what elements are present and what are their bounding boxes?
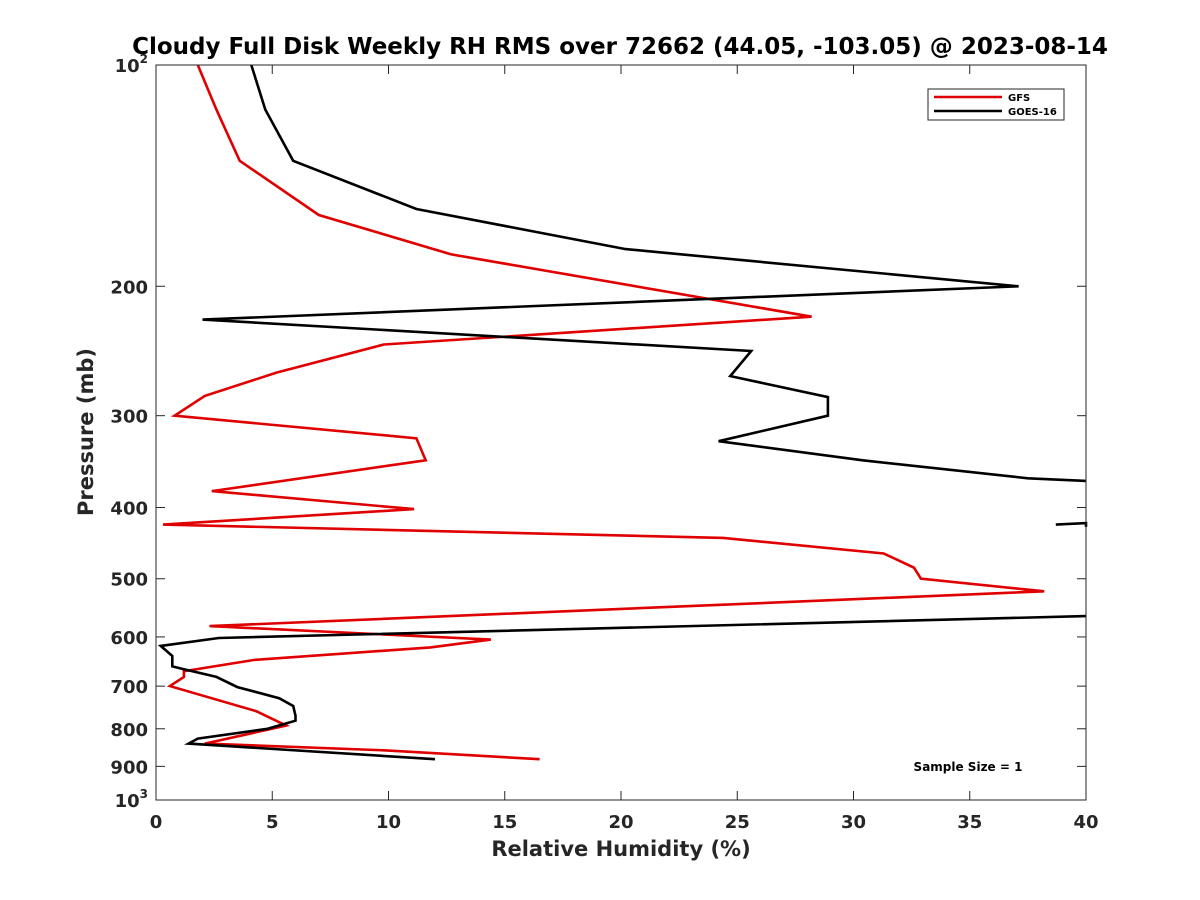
y-tick-label: 102 <box>115 52 148 77</box>
x-tick-label: 40 <box>1073 812 1098 833</box>
x-tick-label: 15 <box>492 812 517 833</box>
x-tick-label: 20 <box>608 812 633 833</box>
y-tick-label: 400 <box>110 499 148 520</box>
legend-box <box>927 88 1065 121</box>
plot-frame <box>155 64 1087 801</box>
y-tick-label: 600 <box>110 628 148 649</box>
x-axis: 0 5 10 15 20 25 30 35 40 <box>150 65 1099 833</box>
y-tick-label: 103 <box>115 787 148 812</box>
plot-lines <box>157 64 1088 761</box>
legend-label-goes16: GOES-16 <box>1008 107 1057 118</box>
chart-title: Cloudy Full Disk Weekly RH RMS over 7266… <box>132 34 1108 60</box>
legend: GFS GOES-16 <box>927 88 1065 121</box>
y-tick-label: 800 <box>110 720 148 741</box>
y-tick-label: 700 <box>110 677 148 698</box>
y-axis: 102 200 300 400 500 600 700 800 900 103 <box>110 52 1086 812</box>
x-tick-label: 5 <box>266 812 279 833</box>
y-axis-label: Pressure (mb) <box>74 348 98 516</box>
x-tick-label: 10 <box>376 812 401 833</box>
x-axis-label: Relative Humidity (%) <box>491 837 750 861</box>
y-tick-label: 900 <box>110 757 148 778</box>
y-tick-label: 500 <box>110 570 148 591</box>
legend-label-gfs: GFS <box>1008 93 1030 104</box>
y-tick-label: 300 <box>110 407 148 428</box>
x-tick-label: 30 <box>841 812 866 833</box>
y-tick-label: 200 <box>110 277 148 298</box>
series-line-gfs <box>162 64 1045 761</box>
series-line-goes16 <box>157 64 1088 761</box>
x-tick-label: 25 <box>725 812 750 833</box>
sample-size-annotation: Sample Size = 1 <box>914 760 1023 774</box>
x-tick-label: 0 <box>150 812 163 833</box>
x-tick-label: 35 <box>957 812 982 833</box>
